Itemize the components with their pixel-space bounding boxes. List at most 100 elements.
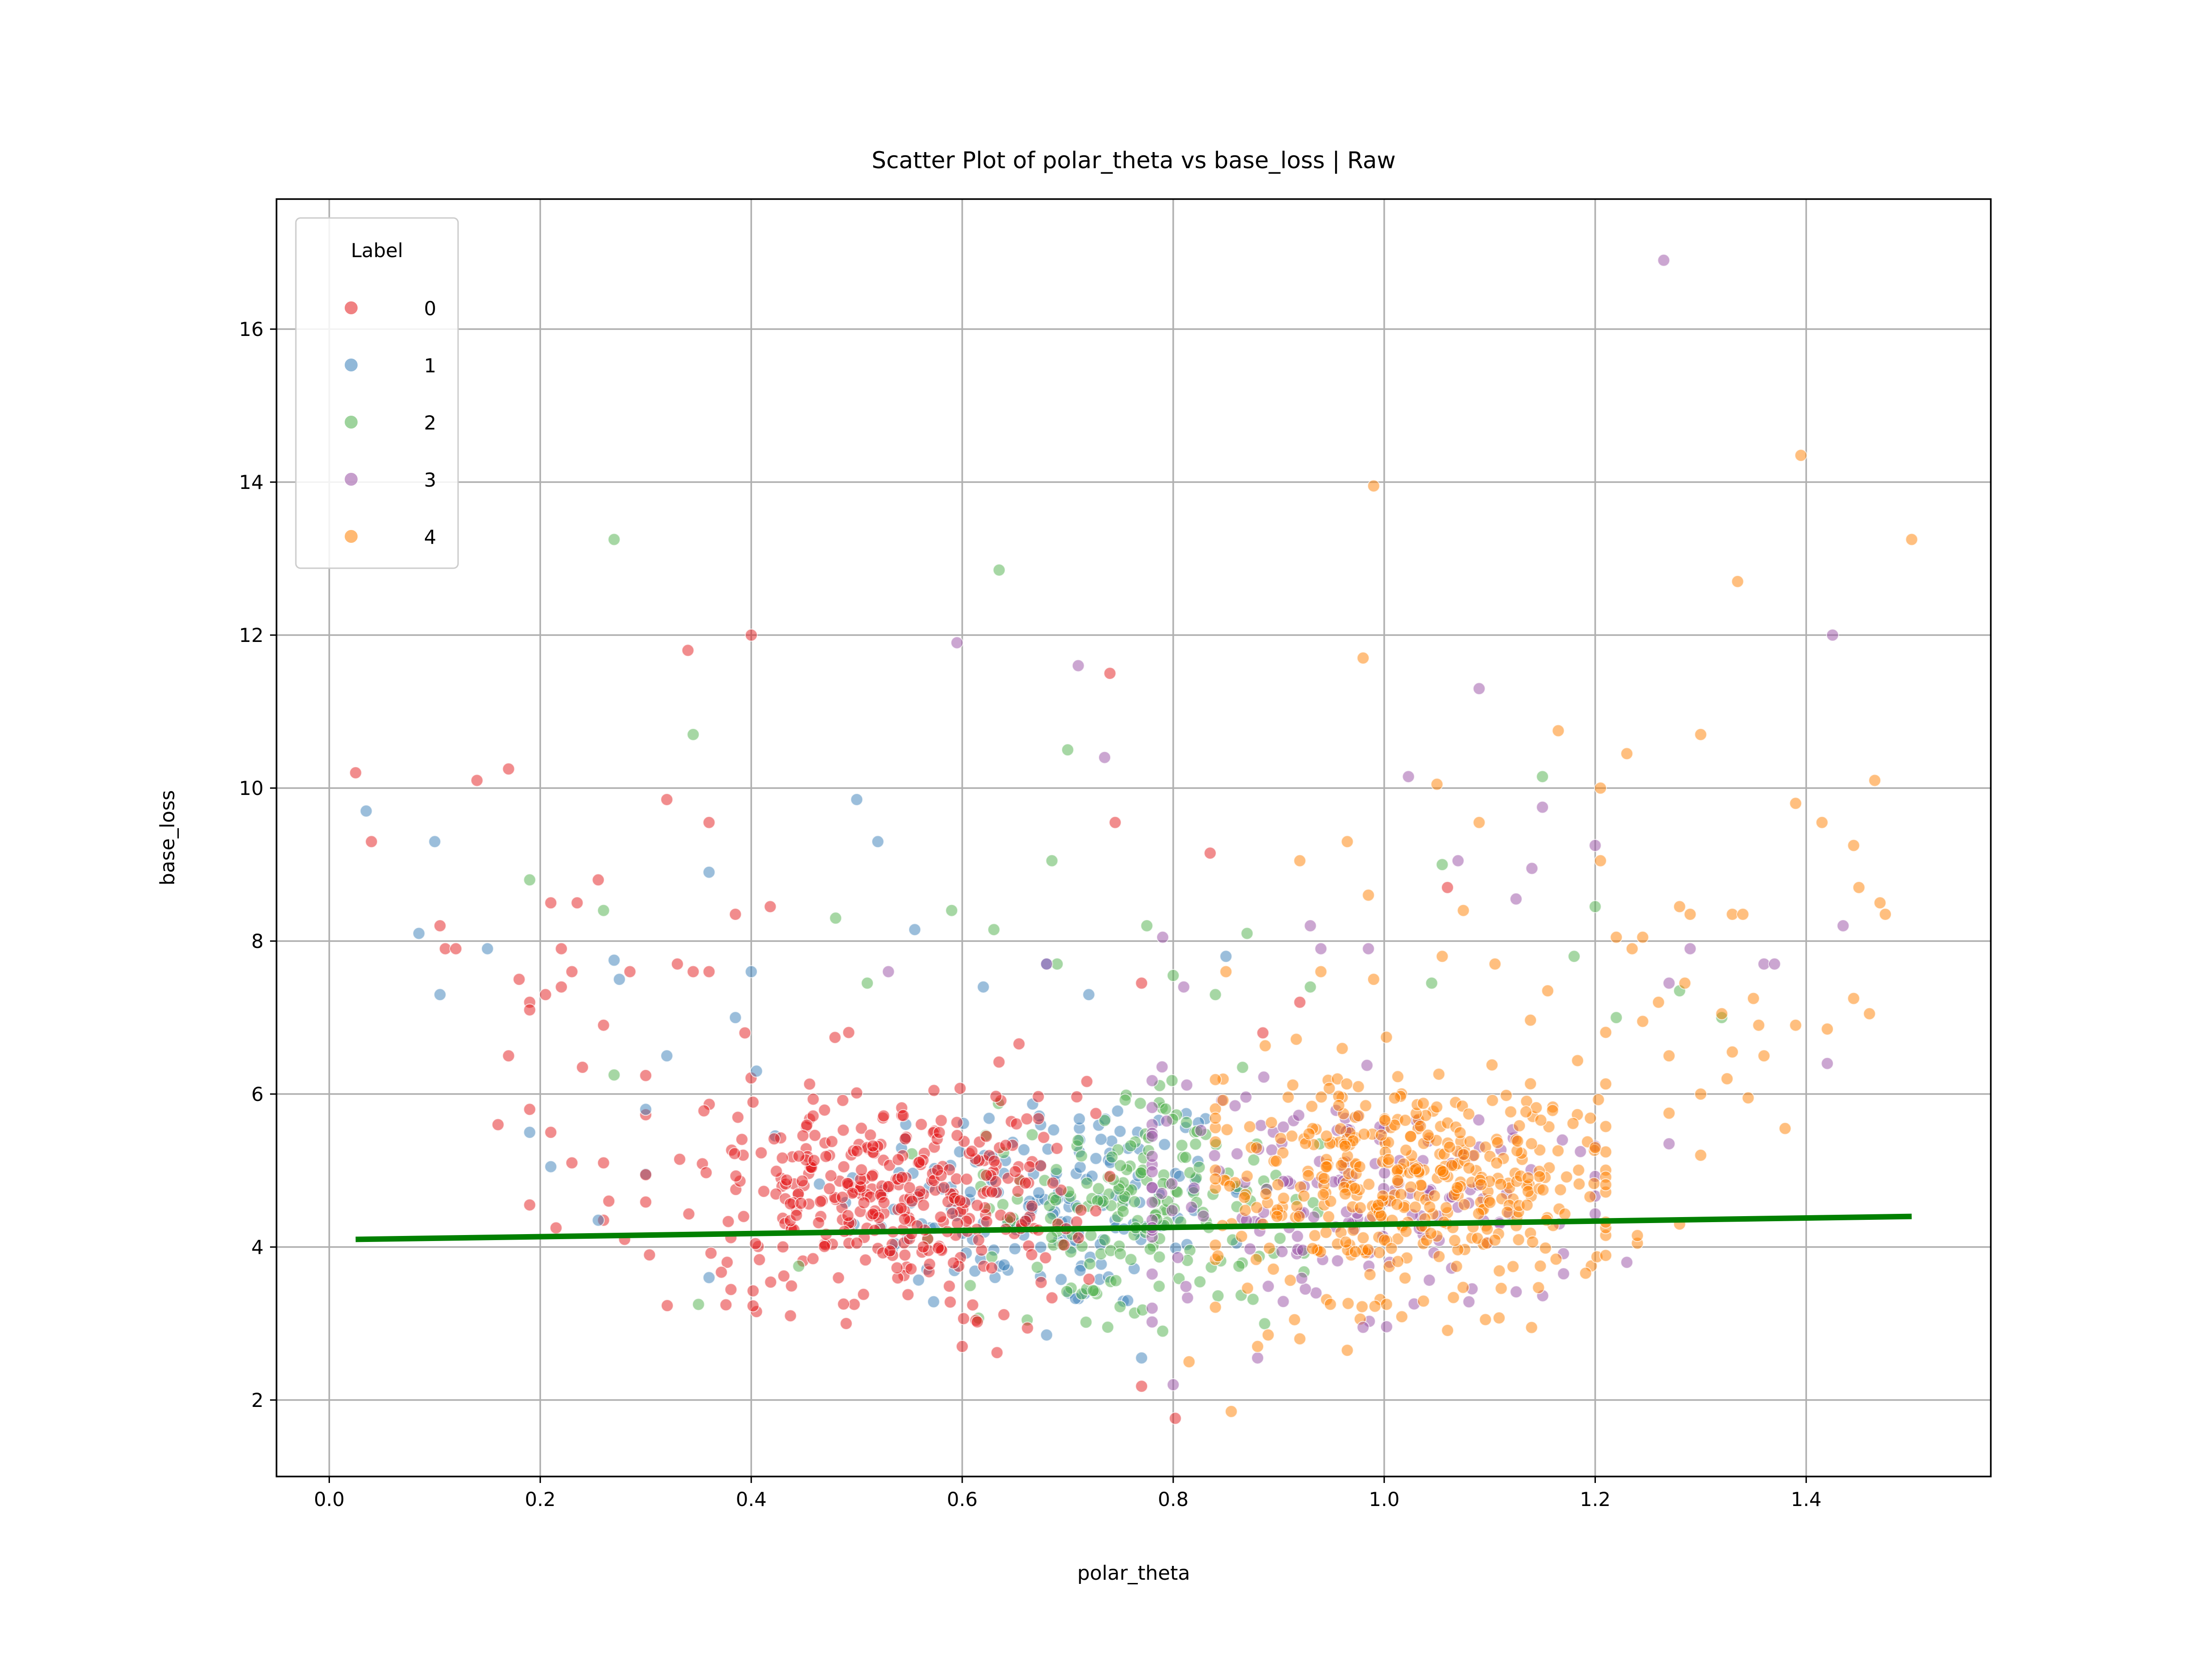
point-label-0 bbox=[944, 1295, 957, 1309]
point-label-4 bbox=[1462, 1161, 1476, 1175]
y-tick-label: 6 bbox=[251, 1083, 264, 1106]
point-label-0 bbox=[1011, 1185, 1024, 1198]
point-label-1 bbox=[412, 927, 425, 940]
point-label-4 bbox=[1522, 1185, 1535, 1198]
point-label-0 bbox=[947, 1256, 960, 1270]
point-label-2 bbox=[1156, 1324, 1169, 1338]
point-label-4 bbox=[1390, 1198, 1404, 1211]
point-label-2 bbox=[1189, 1137, 1202, 1151]
point-label-3 bbox=[1243, 1242, 1257, 1256]
point-label-4 bbox=[1636, 930, 1649, 944]
point-label-4 bbox=[1493, 1264, 1506, 1277]
point-label-4 bbox=[1362, 888, 1375, 902]
point-label-0 bbox=[904, 1262, 918, 1276]
plot-frame bbox=[276, 198, 1992, 1477]
point-label-3 bbox=[1556, 1133, 1569, 1147]
point-label-4 bbox=[1512, 1233, 1525, 1247]
point-label-3 bbox=[1536, 800, 1549, 814]
point-label-4 bbox=[1250, 1201, 1263, 1214]
point-label-3 bbox=[1155, 1187, 1168, 1200]
point-label-1 bbox=[660, 1049, 673, 1063]
plot-area bbox=[276, 199, 1991, 1477]
point-label-4 bbox=[1224, 1405, 1238, 1418]
point-label-0 bbox=[855, 1122, 868, 1135]
point-label-0 bbox=[1089, 1204, 1102, 1218]
point-label-0 bbox=[794, 1197, 808, 1210]
point-label-4 bbox=[1332, 1099, 1346, 1112]
point-label-0 bbox=[980, 1169, 993, 1182]
point-label-2 bbox=[861, 977, 874, 990]
point-label-4 bbox=[1494, 1282, 1508, 1295]
x-axis-label: polar_theta bbox=[1077, 1562, 1190, 1585]
point-label-4 bbox=[1594, 854, 1607, 867]
point-label-0 bbox=[597, 1156, 610, 1170]
point-label-2 bbox=[1153, 1280, 1166, 1293]
point-label-3 bbox=[1277, 1120, 1290, 1134]
point-label-0 bbox=[999, 1139, 1012, 1152]
point-label-1 bbox=[702, 1271, 716, 1284]
point-label-0 bbox=[776, 1240, 789, 1253]
point-label-0 bbox=[1039, 1251, 1052, 1265]
point-label-0 bbox=[850, 1144, 864, 1158]
point-label-0 bbox=[989, 1090, 1003, 1103]
point-label-4 bbox=[1339, 1139, 1352, 1153]
point-label-4 bbox=[1249, 1253, 1263, 1266]
point-label-3 bbox=[1510, 1285, 1523, 1299]
point-label-3 bbox=[1257, 1071, 1271, 1084]
point-label-1 bbox=[544, 1160, 558, 1173]
point-label-4 bbox=[1552, 724, 1565, 737]
point-label-2 bbox=[1212, 1289, 1224, 1302]
point-label-2 bbox=[1588, 900, 1602, 913]
point-label-4 bbox=[1519, 1105, 1533, 1118]
point-label-4 bbox=[1453, 1126, 1467, 1139]
point-label-4 bbox=[1511, 1135, 1524, 1148]
point-label-0 bbox=[715, 1265, 728, 1279]
point-label-0 bbox=[953, 1082, 967, 1095]
point-label-4 bbox=[1551, 1144, 1565, 1158]
point-label-0 bbox=[836, 1094, 849, 1107]
point-label-1 bbox=[729, 1011, 742, 1024]
point-label-0 bbox=[1045, 1291, 1059, 1305]
point-label-3 bbox=[1171, 1251, 1184, 1264]
point-label-2 bbox=[1117, 1205, 1130, 1218]
point-label-0 bbox=[682, 1207, 695, 1221]
x-tick-label: 1.4 bbox=[1791, 1488, 1822, 1511]
point-label-0 bbox=[934, 1211, 947, 1224]
point-label-4 bbox=[1340, 1077, 1353, 1091]
point-label-2 bbox=[692, 1298, 705, 1311]
point-label-4 bbox=[1235, 1230, 1248, 1243]
point-label-0 bbox=[770, 1165, 783, 1178]
point-label-4 bbox=[1388, 1091, 1401, 1105]
point-label-0 bbox=[449, 942, 463, 955]
point-label-4 bbox=[1250, 1141, 1263, 1154]
x-tick-label: 0.0 bbox=[314, 1488, 345, 1511]
point-label-4 bbox=[1241, 1170, 1254, 1183]
point-label-2 bbox=[1101, 1321, 1114, 1334]
point-label-4 bbox=[1341, 835, 1354, 848]
point-label-2 bbox=[945, 904, 959, 917]
point-label-0 bbox=[1010, 1117, 1023, 1130]
point-label-4 bbox=[1483, 1196, 1497, 1209]
point-label-0 bbox=[877, 1196, 891, 1209]
point-label-4 bbox=[1391, 1255, 1405, 1268]
point-label-0 bbox=[971, 1315, 984, 1329]
point-label-0 bbox=[960, 1172, 973, 1186]
point-label-4 bbox=[1341, 1297, 1355, 1310]
point-label-0 bbox=[912, 1156, 926, 1169]
point-label-0 bbox=[935, 1114, 948, 1127]
point-label-3 bbox=[1262, 1280, 1275, 1293]
point-label-4 bbox=[1662, 1106, 1676, 1120]
point-label-2 bbox=[1425, 977, 1438, 990]
point-label-3 bbox=[1402, 770, 1415, 783]
point-label-2 bbox=[1113, 1300, 1127, 1313]
legend: Label 0 1 2 3 4 bbox=[295, 217, 459, 569]
point-label-3 bbox=[1423, 1274, 1436, 1287]
point-label-4 bbox=[1391, 1070, 1405, 1083]
point-label-4 bbox=[1571, 1054, 1584, 1067]
point-label-1 bbox=[850, 793, 864, 806]
point-label-4 bbox=[1821, 1023, 1834, 1035]
point-label-0 bbox=[1108, 816, 1122, 829]
point-label-2 bbox=[964, 1279, 977, 1292]
point-label-2 bbox=[792, 1259, 806, 1273]
point-label-4 bbox=[1362, 1177, 1376, 1191]
